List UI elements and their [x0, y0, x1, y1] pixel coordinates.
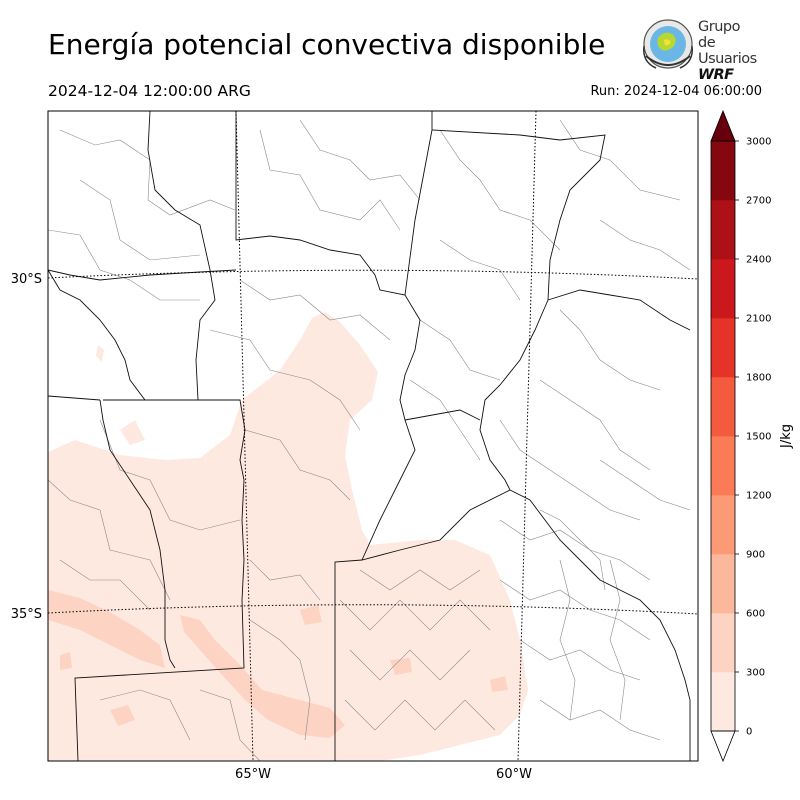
colorbar-segment: [711, 613, 735, 673]
colorbar-tick-label: 2100: [746, 314, 771, 325]
colorbar-extend-high: [710, 109, 736, 142]
lat-label-35s: 35°S: [11, 607, 42, 622]
cape-region-medium-2: [180, 615, 345, 738]
department-lines: [48, 119, 691, 761]
colorbar-tick-label: 3000: [746, 137, 771, 148]
valid-time: 2024-12-04 12:00:00 ARG: [48, 82, 251, 100]
map-frame: [47, 110, 699, 762]
colorbar-segment: [711, 495, 735, 555]
province-borders: [48, 111, 691, 761]
colorbar-extend-low: [710, 730, 736, 763]
lat-label-30s: 30°S: [11, 272, 42, 287]
cape-region-west: [96, 345, 145, 445]
globe-seal-icon: [643, 19, 693, 69]
lon-label-65w: 65°W: [235, 767, 271, 782]
lat-line-30s: [48, 269, 698, 280]
colorbar-unit-label: J/kg: [779, 424, 794, 449]
colorbar-tick-label: 2700: [746, 196, 771, 207]
colorbar-tick-label: 600: [746, 609, 765, 620]
colorbar-tick-label: 0: [746, 727, 752, 738]
colorbar-segment: [711, 377, 735, 437]
page-title: Energía potencial convectiva disponible: [48, 28, 606, 61]
map-area: [48, 111, 698, 761]
colorbar-segment: [711, 259, 735, 319]
cape-region-medium-1: [48, 590, 165, 668]
colorbar: 0 300 600 900 1200 1500 1800 2100 2400 2700 3000: [710, 109, 771, 763]
colorbar-segment: [711, 436, 735, 496]
colorbar-tick-label: 2400: [746, 255, 771, 266]
colorbar-segment: [711, 141, 735, 201]
cape-region-medium-4: [60, 652, 135, 726]
colorbar-tick-label: 300: [746, 668, 765, 679]
run-time: Run: 2024-12-04 06:00:00: [590, 84, 762, 99]
colorbar-tick-label: 1500: [746, 432, 771, 443]
colorbar-segment: [711, 672, 735, 732]
colorbar-tick-label: 1200: [746, 491, 771, 502]
colorbar-segment: [711, 200, 735, 260]
logo-line1: Grupo de: [698, 19, 740, 51]
logo-line3: WRF: [698, 67, 734, 83]
cape-shading: [48, 312, 528, 761]
logo-line2: Usuarios: [698, 51, 757, 67]
lat-line-35s: [48, 604, 698, 615]
colorbar-tick-label: 900: [746, 550, 765, 561]
colorbar-segment: [711, 318, 735, 378]
lon-label-60w: 60°W: [496, 767, 532, 782]
colorbar-segment: [711, 554, 735, 614]
graticule: [48, 111, 698, 761]
colorbar-tick-label: 1800: [746, 373, 771, 384]
wrf-logo: Grupo de Usuarios WRF: [638, 16, 760, 83]
cape-region-light: [48, 312, 528, 761]
